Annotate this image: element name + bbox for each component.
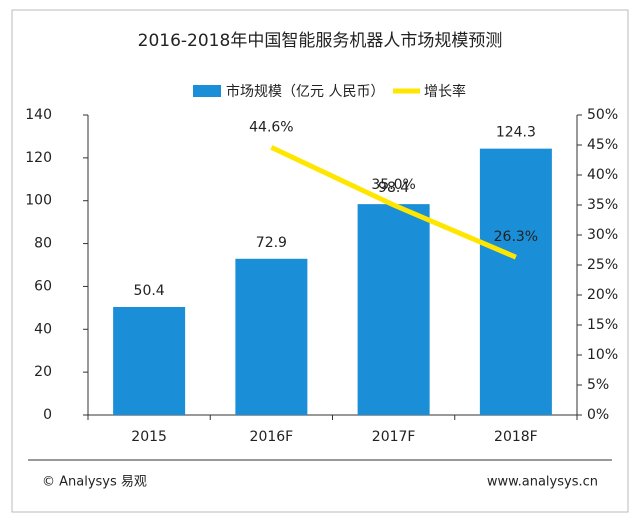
y2-tick-label: 35% <box>587 197 618 213</box>
x-tick-label: 2017F <box>372 429 416 445</box>
bar <box>357 204 430 415</box>
y2-tick-label: 10% <box>587 347 618 363</box>
x-tick-label: 2018F <box>494 429 538 445</box>
bar <box>113 307 186 415</box>
y-tick-label: 100 <box>25 193 52 209</box>
y-tick-label: 60 <box>34 278 52 294</box>
y2-tick-label: 15% <box>587 317 618 333</box>
y-tick-label: 40 <box>34 321 52 337</box>
y2-tick-label: 25% <box>587 257 618 273</box>
line-value-label: 35.0% <box>371 177 415 193</box>
y2-tick-label: 50% <box>587 107 618 123</box>
bar-value-label: 72.9 <box>256 235 287 251</box>
legend-swatch <box>193 85 221 97</box>
legend-label: 市场规模（亿元 人民币） <box>226 83 384 100</box>
line <box>270 145 517 260</box>
line-value-label: 26.3% <box>494 229 538 245</box>
y2-tick-label: 5% <box>587 377 609 393</box>
x-tick-label: 2015 <box>131 429 167 445</box>
y-tick-label: 20 <box>34 364 52 380</box>
legend-label: 增长率 <box>424 83 466 100</box>
y2-tick-label: 30% <box>587 227 618 243</box>
bar-value-label: 98.4 <box>378 180 409 196</box>
bar <box>235 258 308 415</box>
y-tick-label: 80 <box>34 236 52 252</box>
line-value-label: 44.6% <box>249 119 293 135</box>
y-tick-label: 0 <box>43 407 52 423</box>
y2-tick-label: 20% <box>587 287 618 303</box>
y-tick-label: 140 <box>25 107 52 123</box>
footer-left: © Analysys 易观 <box>42 475 147 490</box>
chart-title: 2016-2018年中国智能服务机器人市场规模预测 <box>138 31 503 51</box>
y2-tick-label: 45% <box>587 137 618 153</box>
bar-value-label: 124.3 <box>496 125 536 141</box>
x-tick-label: 2016F <box>250 429 294 445</box>
bar <box>479 148 552 415</box>
footer-right: www.analysys.cn <box>487 475 598 490</box>
bar-value-label: 50.4 <box>134 283 165 299</box>
y2-tick-label: 0% <box>587 407 609 423</box>
y2-tick-label: 40% <box>587 167 618 183</box>
y-tick-label: 120 <box>25 150 52 166</box>
